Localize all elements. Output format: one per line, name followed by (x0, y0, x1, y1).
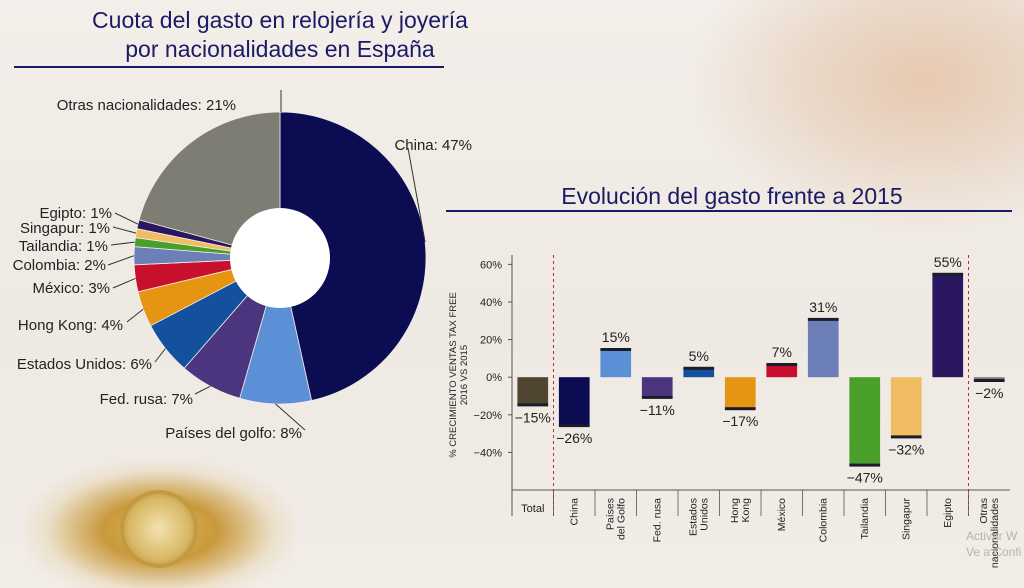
bar (642, 377, 673, 398)
bar (559, 377, 590, 426)
bar-category-label: Kong (740, 498, 752, 523)
bar-category-label: México (776, 498, 788, 531)
bar-value-label: 31% (809, 299, 837, 315)
bar-cap (683, 367, 714, 370)
bar-value-label: −15% (515, 409, 551, 425)
bar-category-label: Egipto (942, 498, 954, 528)
bar-y-axis-label: % CRECIMIENTO VENTAS TAX FREE (448, 292, 459, 458)
bar (891, 377, 922, 437)
bar-category-label: Unidos (698, 498, 710, 531)
bar-category-label: del Golfo (615, 498, 627, 540)
bar-cap (517, 403, 548, 406)
bar-y-tick-label: 20% (480, 335, 502, 347)
bar-cap (808, 318, 839, 321)
bar-value-label: 15% (602, 329, 630, 345)
watermark-line-2: Ve a Confi (966, 544, 1021, 560)
activation-watermark: Activar W Ve a Confi (966, 528, 1021, 560)
bar-chart: 60% 40% 20% 0% −20% −40% % CRECIMIENTO VENTAS … (0, 0, 1024, 588)
bar-value-label: 55% (934, 254, 962, 270)
bar-value-label: −26% (556, 430, 592, 446)
bar-value-label: 5% (689, 348, 709, 364)
bar-cap (600, 348, 631, 351)
bar (517, 377, 548, 405)
watermark-line-1: Activar W (966, 528, 1021, 544)
bar-category-label: Singapur (900, 497, 912, 540)
bar-y-tick-label: −20% (474, 410, 503, 422)
bar-y-tick-label: 0% (486, 372, 502, 384)
bar (932, 274, 963, 377)
bar-cap (642, 396, 673, 399)
bar-cap (725, 407, 756, 410)
bar-y-tick-label: 40% (480, 297, 502, 309)
bar (600, 349, 631, 377)
bar-y-tick-label: 60% (480, 259, 502, 271)
bar-category-label: Fed. rusa (651, 498, 663, 543)
bar-cap (559, 424, 590, 427)
bar-y-axis-label: 2016 VS 2015 (459, 345, 470, 405)
bar-category-label: Total (521, 503, 544, 515)
bar (808, 319, 839, 377)
bar-cap (849, 464, 880, 467)
bar-category-label: Colombia (817, 498, 829, 543)
bar-y-tick-label: −40% (474, 447, 503, 459)
bar (849, 377, 880, 465)
bar-cap (974, 379, 1005, 382)
bar (725, 377, 756, 409)
bar-category-label: Tailandia (859, 498, 871, 540)
bar-value-label: −11% (640, 402, 675, 418)
bar-cap (891, 435, 922, 438)
bar-category-label: China (568, 498, 580, 526)
bar-value-label: −17% (722, 413, 758, 429)
bar-cap (766, 363, 797, 366)
bar-cap (932, 273, 963, 276)
bar-value-label: −32% (888, 441, 924, 457)
bar-value-label: −2% (975, 385, 1003, 401)
bar-value-label: −47% (847, 470, 883, 486)
bar-value-label: 7% (772, 344, 792, 360)
